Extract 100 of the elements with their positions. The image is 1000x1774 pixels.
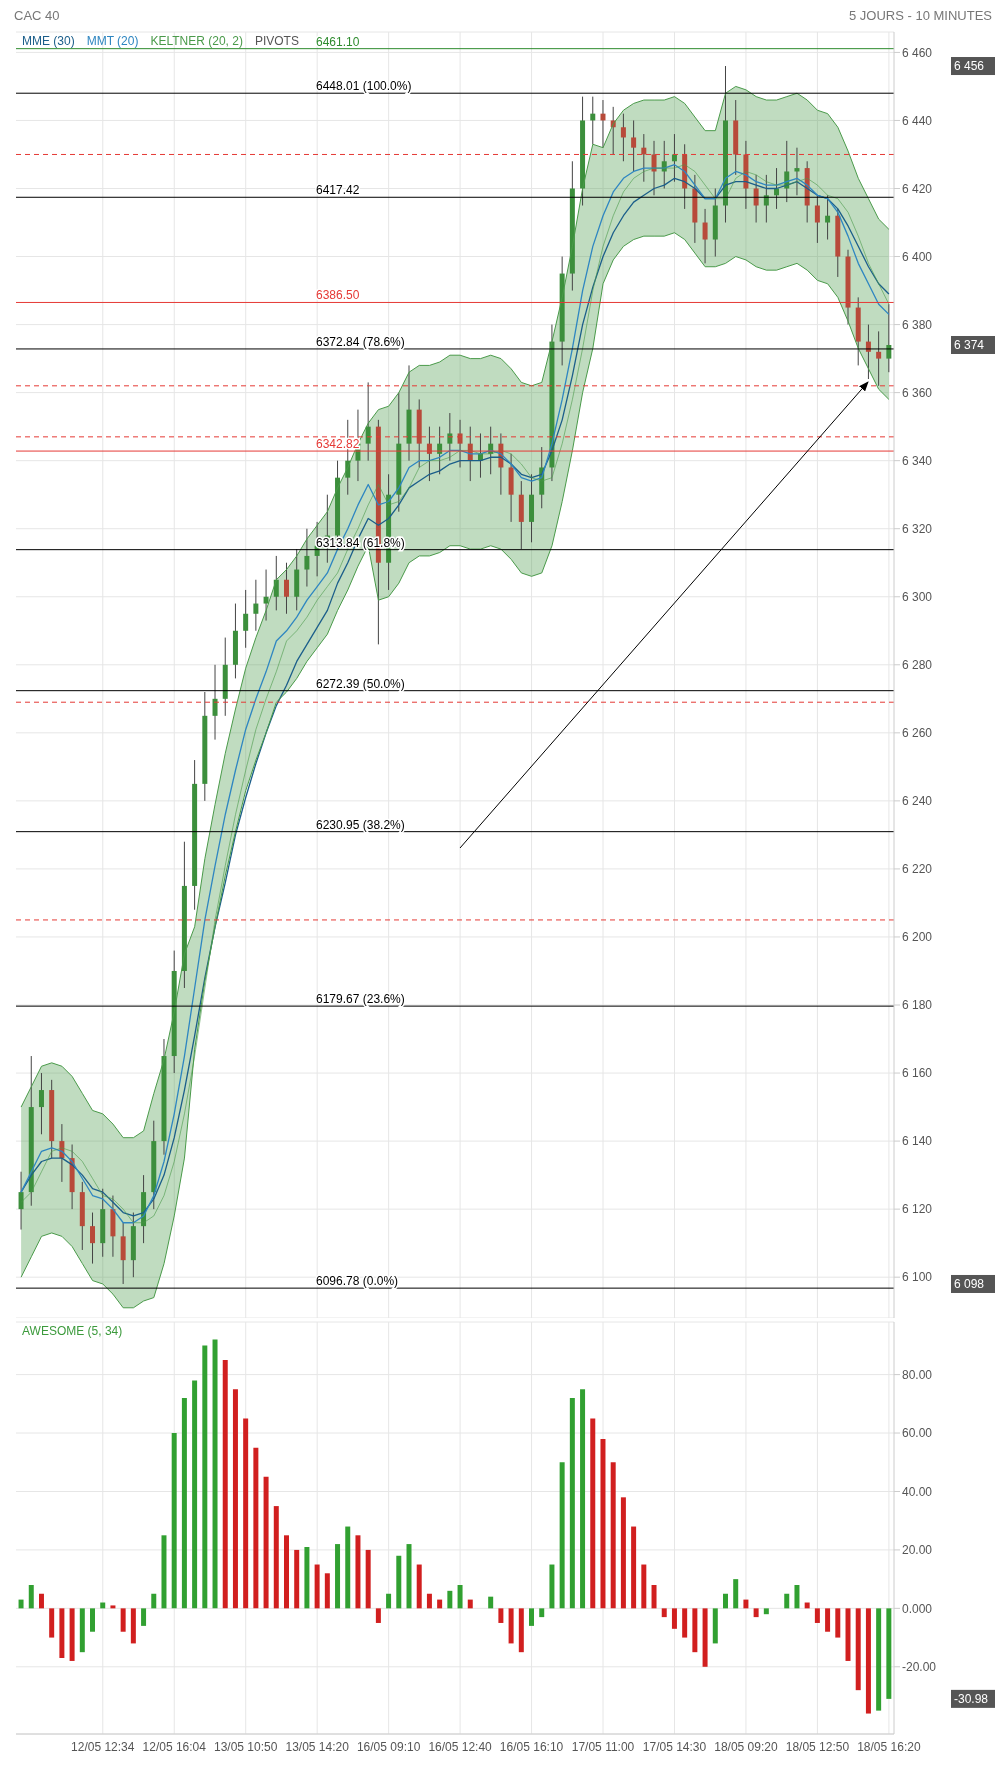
x-tick-label: 12/05 16:04 bbox=[142, 1739, 207, 1754]
y-tick-label: 6 420 bbox=[902, 181, 933, 196]
bar bbox=[600, 1438, 606, 1609]
bar bbox=[569, 1397, 575, 1609]
candlestick bbox=[18, 1171, 24, 1231]
bar bbox=[488, 1596, 494, 1609]
x-tick-label: 13/05 14:20 bbox=[285, 1739, 350, 1754]
bar bbox=[794, 1584, 800, 1609]
bar bbox=[243, 1418, 249, 1609]
ref-line-label: 6461.10 bbox=[316, 34, 360, 49]
ref-line-label: 6230.95 (38.2%) bbox=[316, 817, 405, 832]
bar bbox=[702, 1608, 708, 1667]
candlestick bbox=[304, 528, 310, 588]
x-tick-label: 13/05 10:50 bbox=[214, 1739, 278, 1754]
bar bbox=[304, 1546, 310, 1609]
y-tick-label: 6 280 bbox=[902, 658, 933, 673]
chart-title: CAC 40 bbox=[14, 8, 60, 25]
bar bbox=[784, 1593, 790, 1609]
text: MME (30) bbox=[22, 34, 75, 48]
bar bbox=[855, 1608, 861, 1691]
bar bbox=[283, 1535, 289, 1609]
candlestick bbox=[447, 412, 453, 462]
bar bbox=[232, 1389, 238, 1609]
x-tick-label: 17/05 14:30 bbox=[642, 1739, 707, 1754]
bar bbox=[835, 1608, 841, 1638]
bar bbox=[202, 1345, 208, 1609]
bar bbox=[416, 1564, 422, 1609]
bar bbox=[263, 1476, 269, 1609]
y-tick-label: 60.00 bbox=[902, 1426, 933, 1441]
y-tick-label: 6 180 bbox=[902, 998, 933, 1013]
x-tick-label: 17/05 11:00 bbox=[571, 1739, 635, 1754]
bar bbox=[743, 1599, 749, 1609]
bar bbox=[886, 1608, 892, 1699]
bar bbox=[845, 1608, 851, 1661]
ref-line-label: 6179.67 (23.6%) bbox=[316, 992, 405, 1007]
bar bbox=[49, 1608, 55, 1638]
bar bbox=[181, 1397, 187, 1609]
bar bbox=[580, 1389, 586, 1609]
bar bbox=[549, 1564, 555, 1609]
y-tick-label: 6 340 bbox=[902, 453, 933, 468]
ref-line-label: 6448.01 (100.0%) bbox=[316, 79, 412, 94]
bar bbox=[590, 1418, 596, 1609]
bar bbox=[59, 1608, 65, 1659]
text: 6 098 bbox=[954, 1276, 985, 1291]
text: -30.98 bbox=[954, 1691, 989, 1706]
bar bbox=[865, 1608, 871, 1714]
x-tick-label: 16/05 12:40 bbox=[428, 1739, 493, 1754]
bar bbox=[273, 1506, 279, 1609]
bar bbox=[876, 1608, 882, 1711]
x-tick-label: 12/05 12:34 bbox=[71, 1739, 135, 1754]
y-tick-label: 6 140 bbox=[902, 1134, 933, 1149]
bar bbox=[671, 1608, 677, 1629]
bar bbox=[151, 1593, 157, 1609]
candlestick bbox=[263, 569, 269, 622]
text: 6 456 bbox=[954, 59, 985, 74]
candlestick bbox=[243, 589, 249, 649]
y-tick-label: 6 120 bbox=[902, 1202, 933, 1217]
candlestick bbox=[814, 194, 820, 244]
bar bbox=[610, 1462, 616, 1609]
candlestick bbox=[120, 1222, 126, 1285]
bar bbox=[814, 1608, 820, 1623]
bar bbox=[345, 1526, 351, 1609]
bar bbox=[18, 1599, 24, 1609]
text: KELTNER (20, 2) bbox=[150, 34, 243, 48]
bar bbox=[518, 1608, 524, 1653]
text: 5 JOURS - 10 MINUTES bbox=[848, 8, 992, 25]
bar bbox=[467, 1599, 473, 1609]
x-tick-label: 16/05 16:10 bbox=[499, 1739, 564, 1754]
bar bbox=[110, 1605, 116, 1609]
bar bbox=[375, 1608, 381, 1623]
candlestick bbox=[702, 208, 708, 264]
y-tick-label: 6 360 bbox=[902, 385, 933, 400]
y-tick-label: 6 160 bbox=[902, 1066, 933, 1081]
bar bbox=[294, 1549, 300, 1609]
bar bbox=[722, 1593, 728, 1609]
bar bbox=[355, 1535, 361, 1609]
x-tick-label: 18/05 09:20 bbox=[714, 1739, 778, 1754]
y-tick-label: 6 400 bbox=[902, 249, 933, 264]
bar bbox=[763, 1608, 769, 1615]
bar bbox=[631, 1526, 637, 1609]
bar bbox=[396, 1555, 402, 1609]
bar bbox=[825, 1608, 831, 1632]
bar bbox=[559, 1462, 565, 1609]
bar bbox=[120, 1608, 126, 1632]
candlestick bbox=[753, 174, 759, 224]
bar bbox=[79, 1608, 85, 1653]
y-tick-label: 20.00 bbox=[902, 1543, 933, 1558]
y-tick-label: 6 460 bbox=[902, 45, 933, 60]
bar bbox=[28, 1584, 34, 1609]
bar bbox=[437, 1599, 443, 1609]
ref-line-label: 6372.84 (78.6%) bbox=[316, 334, 405, 349]
bar bbox=[498, 1608, 504, 1623]
candlestick bbox=[90, 1212, 96, 1265]
bar bbox=[447, 1590, 453, 1609]
bar bbox=[508, 1608, 514, 1644]
bar bbox=[365, 1549, 371, 1609]
bar bbox=[324, 1573, 330, 1609]
bar bbox=[692, 1608, 698, 1653]
candlestick bbox=[253, 579, 259, 632]
y-tick-label: 6 440 bbox=[902, 113, 933, 128]
